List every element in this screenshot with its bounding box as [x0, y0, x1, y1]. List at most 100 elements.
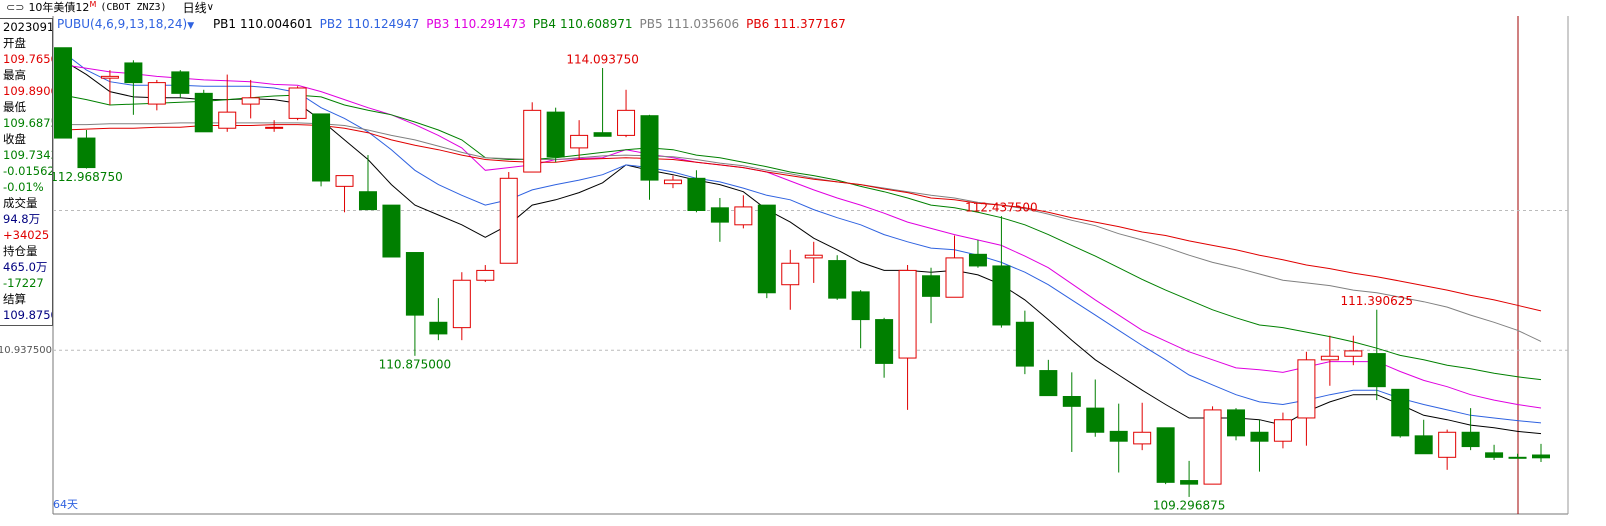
legend-name: PB2: [319, 17, 343, 31]
candle-body: [804, 254, 823, 259]
candle-body: [617, 109, 636, 136]
legend-value: 110.291473: [453, 17, 526, 31]
indicator-line: [62, 59, 1542, 435]
candle-body: [405, 252, 424, 316]
symbol: 10年美債12: [28, 1, 90, 14]
candle-body: [476, 269, 495, 281]
candle-body: [194, 92, 213, 133]
candle-body: [1508, 456, 1527, 459]
candle-body: [1227, 409, 1246, 437]
indicator-line: [62, 124, 1542, 312]
candle-body: [335, 175, 354, 187]
candle-body: [54, 47, 72, 139]
candle-body: [1156, 427, 1175, 483]
period[interactable]: 日线: [182, 1, 207, 15]
info-text: 结算: [3, 292, 26, 306]
candle-body: [663, 179, 682, 185]
extreme-label: 109.296875: [1153, 498, 1226, 512]
candle-body: [1180, 480, 1199, 485]
info-text: 持仓量: [3, 244, 38, 258]
link-icon: ⊂⊃: [6, 1, 25, 14]
candle-body: [968, 253, 987, 267]
candle-body: [781, 262, 800, 286]
legend-entry: PB2 110.124947: [320, 17, 420, 31]
indicator-line: [62, 64, 1542, 409]
info-text: -17227: [3, 276, 44, 290]
legend-value: 111.377167: [773, 17, 846, 31]
info-text: 最低: [3, 100, 26, 114]
candle-body: [499, 177, 518, 264]
legend-entry: PB5 111.035606: [640, 17, 740, 31]
info-text: 109.6875: [3, 116, 53, 130]
candle-body: [828, 260, 847, 299]
candle-body: [241, 97, 260, 105]
candle-body: [546, 111, 565, 158]
candle-body: [1485, 452, 1504, 458]
header: ⊂⊃ 10年美債12M (CBOT ZNZ3) 日线∨: [0, 0, 214, 16]
legend-entry: PB1 110.004601: [213, 17, 313, 31]
extreme-label: 110.875000: [379, 357, 452, 371]
legend-entry: PB6 111.377167: [746, 17, 846, 31]
info-text: -0.01562: [3, 164, 53, 178]
candle-body: [1320, 355, 1339, 361]
info-text: 109.7656: [3, 52, 53, 66]
period-dropdown[interactable]: ∨: [206, 2, 214, 13]
indicator-line: [62, 94, 1542, 381]
candle-body: [710, 207, 729, 223]
candle-body: [382, 204, 401, 258]
info-text: +34025: [3, 228, 50, 242]
candle-body: [100, 75, 119, 79]
candle-body: [898, 269, 917, 359]
info-panel: 20230912 开盘 109.7656 最高 109.8906 最低 109.6875 收盘…: [0, 18, 53, 326]
candle-body: [1086, 407, 1105, 433]
info-text: 465.0万: [3, 260, 48, 274]
candle-body: [851, 291, 870, 321]
candle-body: [124, 62, 143, 84]
candle-body: [1414, 435, 1433, 455]
candle-body: [358, 191, 377, 211]
candle-body: [1532, 454, 1550, 459]
info-text: 开盘: [3, 36, 26, 50]
legend-entry: PB4 110.608971: [533, 17, 633, 31]
candle-body: [640, 115, 659, 181]
candle-body: [1109, 430, 1128, 442]
legend-name: PB6: [746, 17, 770, 31]
candle-body: [77, 137, 96, 169]
candle-body: [875, 319, 894, 364]
candle-body: [1203, 409, 1222, 485]
candle-body: [1344, 350, 1363, 357]
indicator-name[interactable]: PUBU(4,6,9,13,18,24): [57, 17, 188, 31]
candle-body: [1461, 431, 1480, 448]
period-label: 64天: [53, 498, 78, 511]
info-text: 109.8906: [3, 84, 53, 98]
info-text: 成交量: [3, 196, 38, 210]
candle-body: [218, 111, 237, 129]
indicator-line: [63, 122, 1542, 342]
candle-body: [1297, 359, 1316, 419]
legend-entry: PB3 110.291473: [426, 17, 526, 31]
legend-value: 110.608971: [559, 17, 633, 31]
info-text: -0.01%: [3, 180, 44, 194]
legend: PUBU(4,6,9,13,18,24)▼ PB1 110.004601 PB2 11…: [57, 16, 853, 34]
candle-body: [570, 134, 589, 149]
extreme-label: 111.390625: [1341, 294, 1414, 308]
candle-body: [1391, 388, 1410, 437]
indicator-dropdown[interactable]: ▼: [187, 21, 195, 31]
extreme-label: 112.437500: [965, 201, 1038, 215]
info-text: 最高: [3, 68, 26, 82]
legend-value: 110.124947: [346, 17, 420, 31]
extreme-label: 112.968750: [50, 170, 123, 184]
candle-body: [312, 113, 331, 182]
legend-value: 111.035606: [666, 17, 740, 31]
legend-value: 110.004601: [240, 17, 313, 31]
candle-body: [757, 204, 776, 294]
extreme-label: 114.093750: [566, 52, 639, 66]
candle-body: [593, 132, 612, 137]
y-tick-label: 110.937500: [0, 345, 52, 356]
candle-body: [1133, 431, 1152, 445]
candle-body: [288, 87, 307, 119]
candle-body: [945, 257, 964, 298]
candle-body: [1039, 370, 1058, 397]
